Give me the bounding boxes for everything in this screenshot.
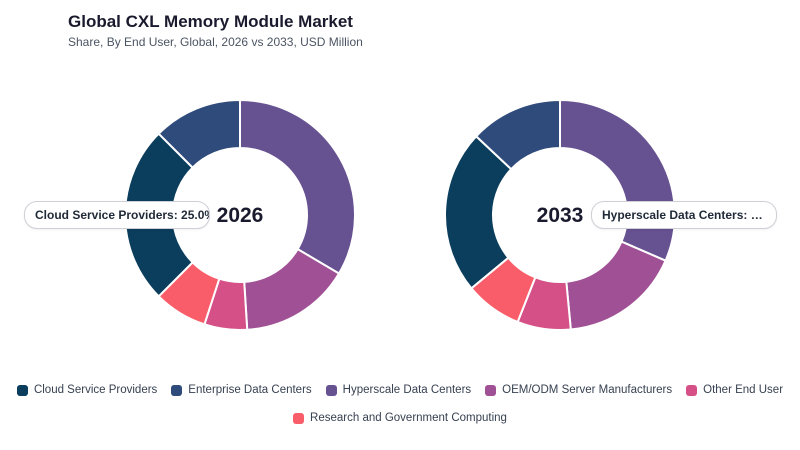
legend-item-oem-odm-server-manufacturers[interactable]: OEM/ODM Server Manufacturers [485, 384, 672, 396]
legend: Cloud Service Providers Enterprise Data … [0, 384, 800, 424]
legend-label: Enterprise Data Centers [188, 384, 312, 396]
donut-center-label: 2026 [217, 204, 264, 227]
slice-2026-enterprise-data-centers[interactable] [157, 98, 241, 170]
legend-label: Research and Government Computing [310, 412, 507, 424]
legend-swatch [293, 412, 305, 424]
legend-label: Other End User [703, 384, 784, 396]
chart-subtitle: Share, By End User, Global, 2026 vs 2033… [68, 35, 363, 49]
legend-swatch [16, 384, 28, 396]
legend-swatch [325, 384, 337, 396]
legend-swatch [485, 384, 497, 396]
slice-2033-oem-odm-server-manufacturers[interactable] [565, 240, 667, 331]
legend-label: Cloud Service Providers [33, 384, 158, 396]
tooltip-2033: Hyperscale Data Centers: 31.5... [591, 201, 777, 229]
legend-item-enterprise-data-centers[interactable]: Enterprise Data Centers [171, 384, 312, 396]
legend-item-research-and-government-computing[interactable]: Research and Government Computing [293, 412, 507, 424]
legend-item-other-end-user[interactable]: Other End User [686, 384, 783, 396]
legend-label: OEM/ODM Server Manufacturers [502, 384, 673, 396]
donut-center-label: 2033 [537, 204, 584, 227]
chart-title: Global CXL Memory Module Market [68, 12, 353, 31]
legend-item-hyperscale-data-centers[interactable]: Hyperscale Data Centers [325, 384, 472, 396]
legend-item-cloud-service-providers[interactable]: Cloud Service Providers [16, 384, 158, 396]
legend-swatch [686, 384, 698, 396]
slice-2033-enterprise-data-centers[interactable] [474, 98, 561, 171]
tooltip-2026: Cloud Service Providers: 25.0% [24, 201, 210, 229]
legend-swatch [171, 384, 183, 396]
legend-label: Hyperscale Data Centers [342, 384, 472, 396]
slice-2026-hyperscale-data-centers[interactable] [239, 98, 356, 275]
slice-2033-hyperscale-data-centers[interactable] [559, 98, 676, 262]
donut-charts: 2026 2033 [124, 98, 676, 331]
